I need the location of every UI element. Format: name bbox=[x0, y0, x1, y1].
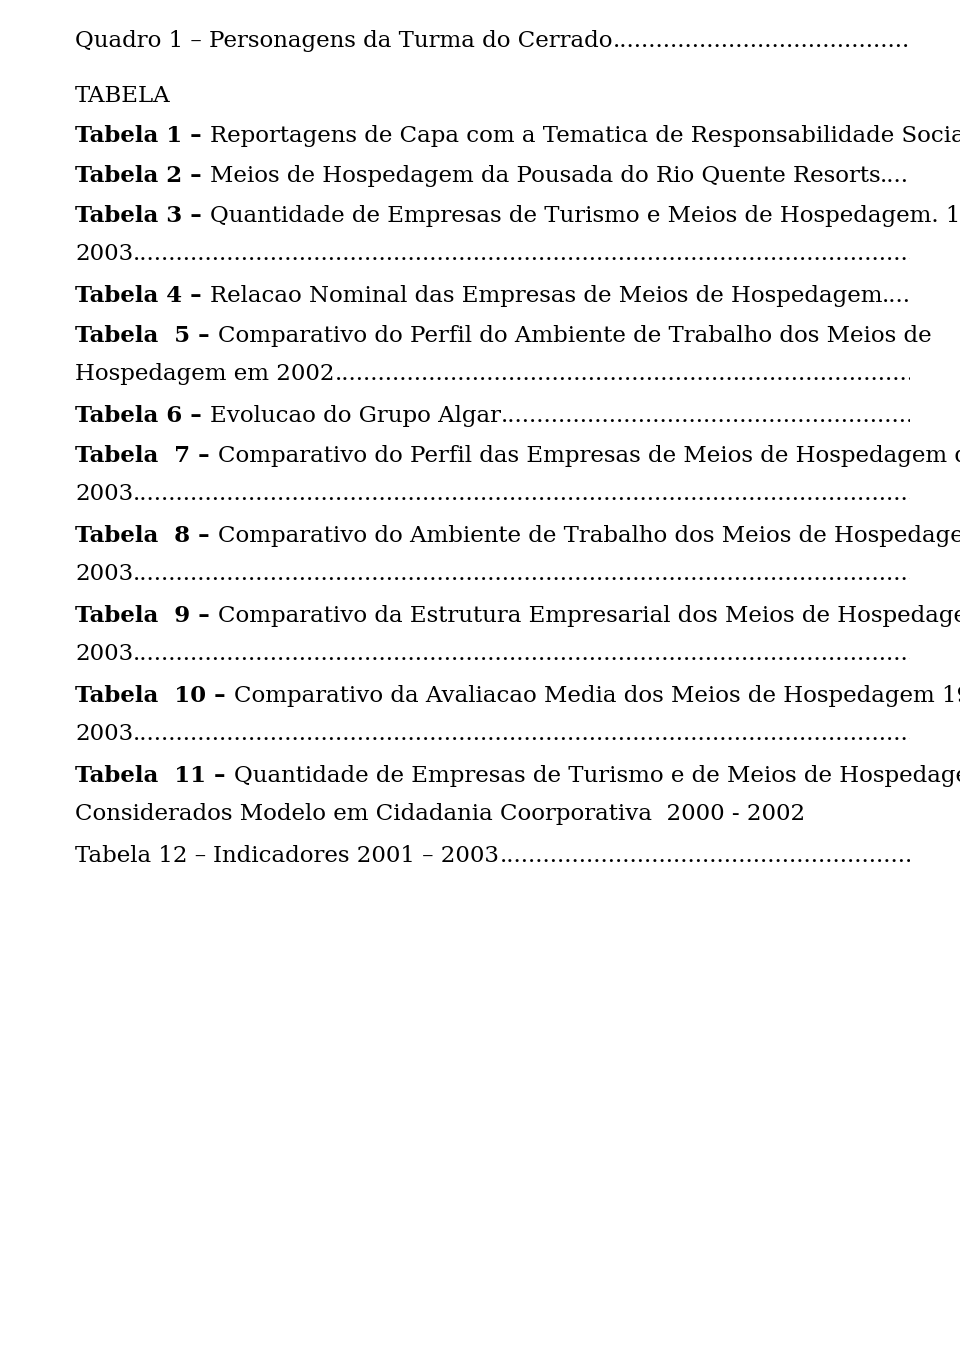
Text: Tabela  10 –: Tabela 10 – bbox=[75, 685, 233, 707]
Text: Tabela 2 –: Tabela 2 – bbox=[75, 165, 209, 187]
Text: 2003: 2003 bbox=[75, 243, 133, 265]
Text: Tabela  11 –: Tabela 11 – bbox=[75, 765, 233, 787]
Text: Tabela 3 –: Tabela 3 – bbox=[75, 206, 209, 227]
Text: TABELA: TABELA bbox=[75, 85, 171, 107]
Text: ................................................................................: ........................................… bbox=[133, 243, 960, 265]
Text: Comparativo da Estrutura Empresarial dos Meios de Hospedagem de: Comparativo da Estrutura Empresarial dos… bbox=[218, 604, 960, 627]
Text: Relacao Nominal das Empresas de Meios de Hospedagem: Relacao Nominal das Empresas de Meios de… bbox=[209, 285, 882, 307]
Text: Reportagens de Capa com a Tematica de Responsabilidade Social….: Reportagens de Capa com a Tematica de Re… bbox=[209, 124, 960, 147]
Text: Tabela  8 –: Tabela 8 – bbox=[75, 525, 218, 548]
Text: Comparativo do Perfil das Empresas de Meios de Hospedagem de: Comparativo do Perfil das Empresas de Me… bbox=[218, 445, 960, 466]
Text: 2003: 2003 bbox=[75, 562, 133, 585]
Text: ................................................................................: ........................................… bbox=[133, 562, 960, 585]
Text: Tabela 12 –: Tabela 12 – bbox=[75, 845, 213, 867]
Text: Tabela 1 –: Tabela 1 – bbox=[75, 124, 209, 147]
Text: ................................................................................: ........................................… bbox=[880, 165, 960, 187]
Text: Meios de Hospedagem da Pousada do Rio Quente Resorts: Meios de Hospedagem da Pousada do Rio Qu… bbox=[209, 165, 880, 187]
Text: 2003: 2003 bbox=[75, 723, 133, 745]
Text: Tabela 6 –: Tabela 6 – bbox=[75, 406, 209, 427]
Text: Quadro 1 –: Quadro 1 – bbox=[75, 30, 209, 51]
Text: Indicadores 2001 – 2003: Indicadores 2001 – 2003 bbox=[213, 845, 499, 867]
Text: ................................................................................: ........................................… bbox=[882, 285, 960, 307]
Text: ................................................................................: ........................................… bbox=[612, 30, 960, 51]
Text: Comparativo da Avaliacao Media dos Meios de Hospedagem 1999 -: Comparativo da Avaliacao Media dos Meios… bbox=[233, 685, 960, 707]
Text: Comparativo do Ambiente de Trabalho dos Meios de Hospedagem de: Comparativo do Ambiente de Trabalho dos … bbox=[218, 525, 960, 548]
Text: 2003: 2003 bbox=[75, 483, 133, 506]
Text: ................................................................................: ........................................… bbox=[499, 845, 960, 867]
Text: Tabela  5 –: Tabela 5 – bbox=[75, 324, 218, 347]
Text: ................................................................................: ........................................… bbox=[334, 362, 960, 385]
Text: ................................................................................: ........................................… bbox=[133, 483, 960, 506]
Text: 2003: 2003 bbox=[75, 644, 133, 665]
Text: Quantidade de Empresas de Turismo e Meios de Hospedagem. 1999 –: Quantidade de Empresas de Turismo e Meio… bbox=[209, 206, 960, 227]
Text: Comparativo do Perfil do Ambiente de Trabalho dos Meios de: Comparativo do Perfil do Ambiente de Tra… bbox=[218, 324, 931, 347]
Text: Tabela  9 –: Tabela 9 – bbox=[75, 604, 218, 627]
Text: Tabela  7 –: Tabela 7 – bbox=[75, 445, 218, 466]
Text: ................................................................................: ........................................… bbox=[133, 723, 960, 745]
Text: ................................................................................: ........................................… bbox=[501, 406, 960, 427]
Text: Evolucao do Grupo Algar: Evolucao do Grupo Algar bbox=[209, 406, 501, 427]
Text: Tabela 4 –: Tabela 4 – bbox=[75, 285, 209, 307]
Text: Personagens da Turma do Cerrado: Personagens da Turma do Cerrado bbox=[209, 30, 612, 51]
Text: Hospedagem em 2002: Hospedagem em 2002 bbox=[75, 362, 334, 385]
Text: Quantidade de Empresas de Turismo e de Meios de Hospedagens: Quantidade de Empresas de Turismo e de M… bbox=[233, 765, 960, 787]
Text: ................................................................................: ........................................… bbox=[133, 644, 960, 665]
Text: Considerados Modelo em Cidadania Coorporativa  2000 - 2002: Considerados Modelo em Cidadania Coorpor… bbox=[75, 803, 805, 825]
